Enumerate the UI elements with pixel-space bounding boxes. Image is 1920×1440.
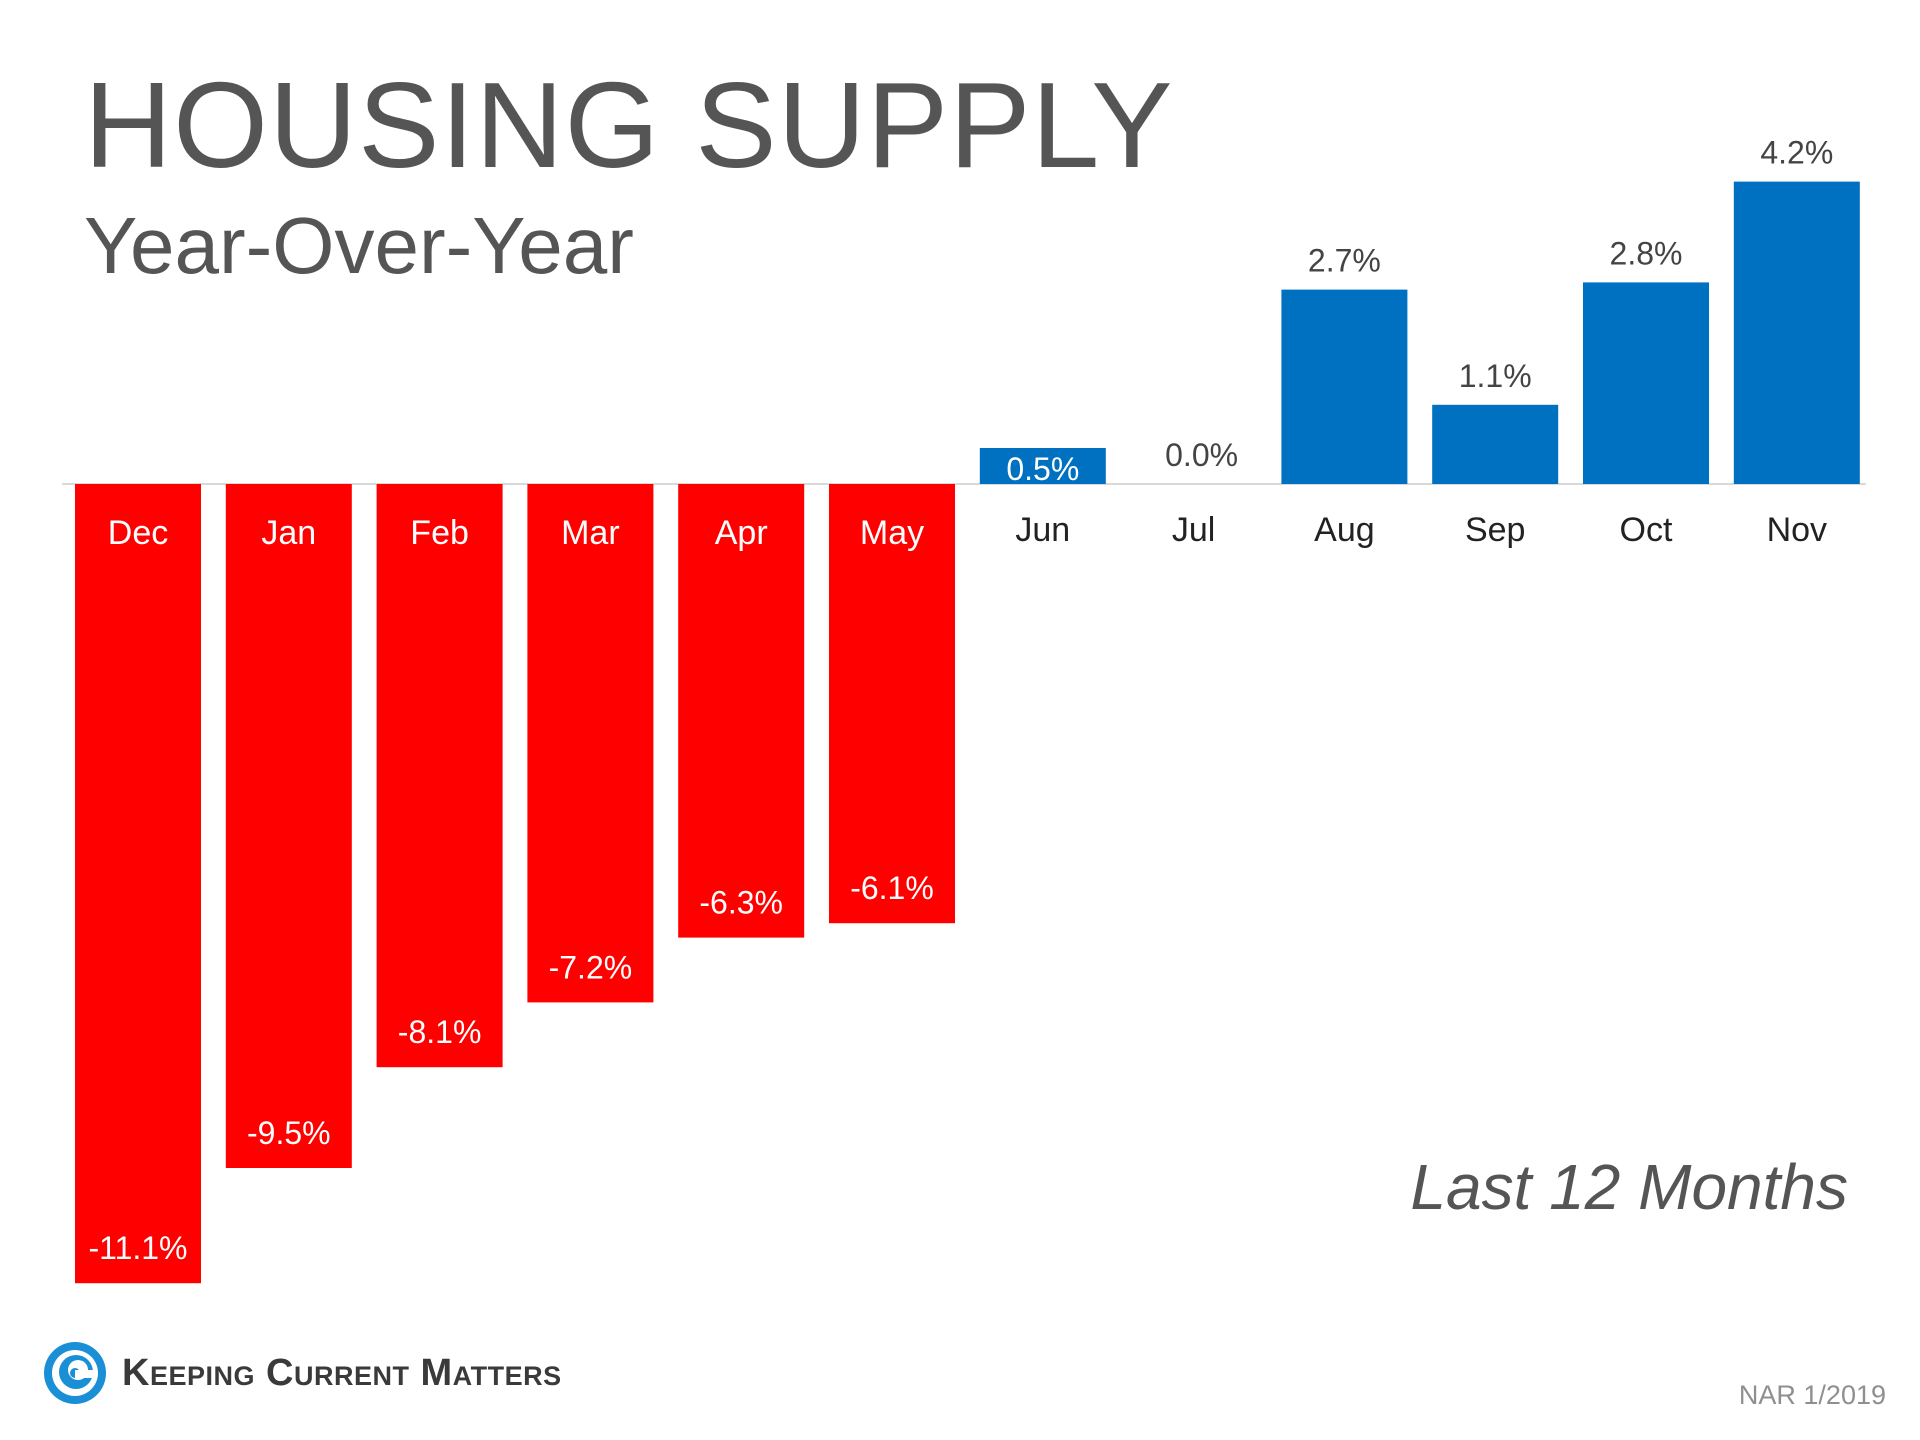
data-label: 0.5% (1006, 451, 1079, 487)
category-label: Aug (1314, 511, 1375, 549)
category-label: Jan (261, 514, 316, 552)
data-label: -11.1% (88, 1230, 187, 1266)
bar-nov (1733, 181, 1860, 484)
bar-may (829, 484, 955, 924)
source-note: NAR 1/2019 (1738, 1380, 1886, 1410)
category-label: Dec (108, 514, 168, 552)
data-label: -6.3% (699, 885, 783, 921)
logo-text: Keeping Current Matters (122, 1351, 562, 1394)
category-label: Jul (1172, 511, 1215, 549)
category-label: Mar (561, 514, 620, 552)
category-label: Jun (1015, 511, 1070, 549)
category-label: Nov (1767, 511, 1827, 549)
company-logo: Keeping Current Matters (42, 1340, 562, 1406)
data-label: 1.1% (1459, 358, 1532, 394)
data-label: -8.1% (398, 1014, 482, 1050)
bar-feb (376, 484, 503, 1068)
chart-subtitle: Year-Over-Year (84, 201, 634, 290)
category-label: May (860, 514, 924, 552)
bar-jan (225, 484, 352, 1168)
category-label: Feb (410, 514, 469, 552)
data-label: -9.5% (247, 1115, 331, 1151)
category-label: Oct (1620, 511, 1673, 549)
bar-sep (1432, 404, 1559, 484)
data-label: -6.1% (850, 870, 934, 906)
data-label: 2.8% (1610, 235, 1683, 271)
data-label: 4.2% (1760, 135, 1833, 171)
period-annotation: Last 12 Months (1410, 1151, 1848, 1223)
bar-oct (1583, 282, 1709, 484)
bar-apr (678, 484, 805, 938)
bar-mar (527, 484, 654, 1003)
swirl-logo-icon (44, 1342, 106, 1404)
bar-aug (1281, 289, 1408, 484)
category-label: Sep (1465, 511, 1526, 549)
bar-dec (75, 484, 201, 1284)
data-label: 0.0% (1165, 437, 1238, 473)
bar-jun (979, 448, 1106, 484)
chart-title: HOUSING SUPPLY (84, 57, 1174, 193)
data-label: -7.2% (549, 949, 633, 985)
data-label: 2.7% (1308, 243, 1381, 279)
category-label: Apr (715, 514, 768, 552)
